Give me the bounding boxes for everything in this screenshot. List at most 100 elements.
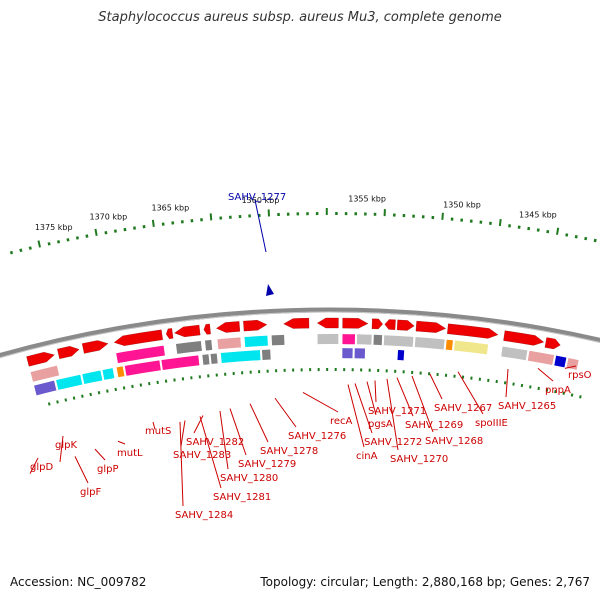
label-line <box>347 384 365 448</box>
scale-tick <box>151 219 155 227</box>
gene-block <box>81 340 109 354</box>
gene-label: SAHV_1284 <box>175 510 233 521</box>
gene-label: glpP <box>97 464 119 475</box>
gene-category-block <box>34 380 57 396</box>
label-line <box>366 381 377 416</box>
label-line <box>199 416 222 489</box>
inner-tick <box>56 400 59 404</box>
scale-tick <box>556 227 560 235</box>
gene-block <box>447 323 499 339</box>
inner-tick <box>579 395 582 399</box>
highlight-marker: SAHV_1277 <box>228 192 286 296</box>
inner-tick <box>64 398 68 402</box>
inner-tick <box>570 393 574 397</box>
scale-tick <box>209 213 213 221</box>
gene-category-block <box>102 368 115 380</box>
label-line <box>29 457 39 474</box>
label-line <box>274 397 297 428</box>
label-line <box>302 391 339 413</box>
gene-label: SAHV_1276 <box>288 431 346 442</box>
gene-category-block <box>82 370 103 385</box>
gene-label: SAHV_1269 <box>405 420 463 431</box>
scale-tick <box>593 238 597 243</box>
gene-block <box>26 352 55 367</box>
gene-category-block <box>356 334 372 345</box>
label-line <box>117 440 126 445</box>
label-line <box>457 371 484 415</box>
scale-tick <box>574 235 578 239</box>
gene-category-block <box>383 335 414 347</box>
gene-label: SAHV_1281 <box>213 492 271 503</box>
inner-tick <box>545 388 549 392</box>
gene-block <box>544 337 561 350</box>
genome-info-text: Topology: circular; Length: 2,880,168 bp… <box>260 575 590 589</box>
label-line <box>74 456 89 484</box>
backbone <box>0 307 600 359</box>
scale-label: 1370 kbp <box>90 213 128 222</box>
label-line <box>179 421 184 507</box>
gene-label: mutS <box>145 426 171 437</box>
gene-category-block <box>317 334 339 345</box>
inner-tick <box>89 392 92 397</box>
gene-label: mutL <box>117 448 143 459</box>
gene-category-block <box>414 337 445 350</box>
gene-category-block <box>30 365 60 382</box>
inner-tick <box>47 402 51 406</box>
highlight-label: SAHV_1277 <box>228 192 286 203</box>
highlight-line <box>254 199 267 253</box>
gene-category-block <box>220 350 261 364</box>
inner-tick <box>97 391 101 395</box>
gene-block <box>317 317 339 329</box>
scale-label: 1350 kbp <box>443 201 481 210</box>
inner-tick <box>72 396 76 400</box>
gene-category-block <box>116 366 125 378</box>
gene-block <box>203 323 211 335</box>
scale-tick <box>56 240 61 244</box>
gene-block <box>57 346 80 359</box>
gene-category-block <box>261 349 271 360</box>
label-line <box>537 367 554 382</box>
label-line <box>411 375 434 433</box>
gene-category-block <box>445 339 453 351</box>
gene-label: SAHV_1282 <box>186 437 244 448</box>
scale-tick <box>19 248 23 253</box>
label-line <box>564 365 577 369</box>
gene-label: SAHV_1268 <box>425 436 483 447</box>
scale-label: 1375 kbp <box>35 223 73 232</box>
gene-block <box>283 318 310 329</box>
label-line <box>505 369 509 398</box>
label-line <box>386 378 399 451</box>
scale-label: 1360 kbp <box>242 196 280 205</box>
label-line <box>249 403 269 443</box>
gene-category-block <box>453 340 489 355</box>
scale-tick <box>28 246 32 250</box>
gene-category-block <box>204 339 213 351</box>
gene-category-block <box>397 349 405 361</box>
scale-ticks: 1375 kbp 1370 kbp 1365 kbp 1360 kbp 1355 kbp… <box>9 195 597 406</box>
scale-tick <box>584 236 588 241</box>
gene-label: SAHV_1280 <box>220 473 278 484</box>
scale-tick <box>75 236 79 240</box>
gene-label: SAHV_1267 <box>434 403 492 414</box>
gene-category-block <box>342 334 356 345</box>
gene-block <box>415 320 447 333</box>
gene-label: cinA <box>356 451 378 462</box>
gene-category-block <box>116 345 165 364</box>
scale-tick <box>94 228 98 237</box>
gene-label: glpD <box>30 462 53 473</box>
gene-label: SAHV_1278 <box>260 446 318 457</box>
label-line <box>229 408 247 456</box>
gene-block <box>243 320 268 332</box>
gene-category-block <box>124 360 161 376</box>
scale-tick <box>66 238 70 242</box>
scale-tick <box>104 231 108 235</box>
gene-category-block <box>202 354 210 365</box>
gene-category-block <box>175 340 202 354</box>
label-line <box>219 410 229 470</box>
scale-tick <box>565 233 569 237</box>
scale-tick <box>9 250 14 255</box>
label-line <box>193 415 204 434</box>
gene-label: recA <box>330 416 353 427</box>
inner-tick <box>122 386 126 390</box>
